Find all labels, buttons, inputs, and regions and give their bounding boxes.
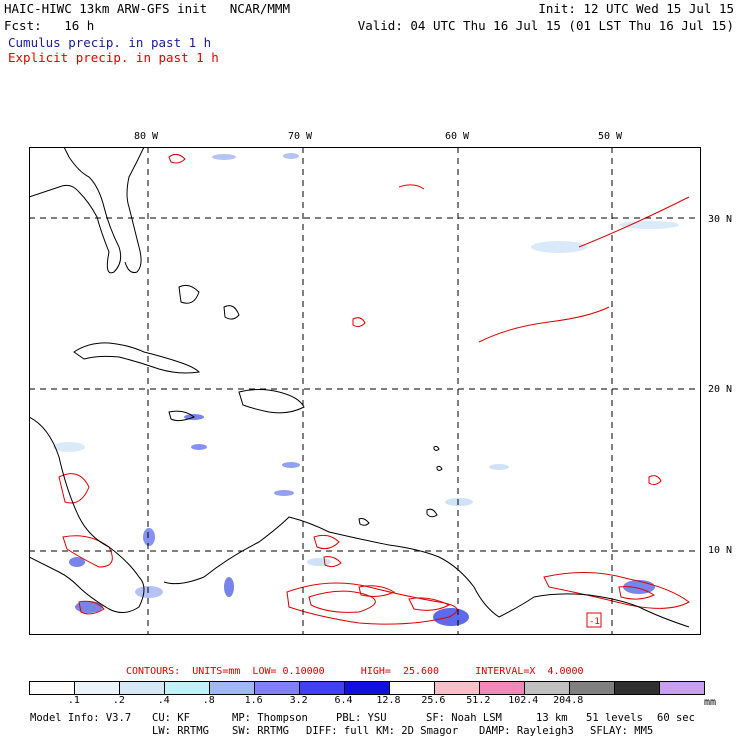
map-frame [29, 147, 701, 635]
legend-tick-label: 1.6 [244, 695, 263, 706]
legend-swatch [569, 682, 614, 694]
lat-label-20n: 20 N [708, 384, 733, 395]
legend-tick-label: 204.8 [553, 695, 584, 706]
legend-tick-label: 12.8 [376, 695, 401, 706]
footer-timestep: 60 sec [657, 712, 695, 724]
lon-label-70w: 70 W [288, 131, 313, 142]
legend-swatch [119, 682, 164, 694]
legend-tick-label: 102.4 [508, 695, 539, 706]
legend-tick-label: .1 [67, 695, 80, 706]
legend-swatch [659, 682, 704, 694]
contours-info: CONTOURS: UNITS=mm LOW= 0.10000 HIGH= 25… [126, 666, 584, 677]
footer-levels: 51 levels [586, 712, 643, 724]
legend-swatch [209, 682, 254, 694]
legend-swatch [30, 682, 74, 694]
legend-swatch [164, 682, 209, 694]
legend-tick-label: 51.2 [466, 695, 491, 706]
footer-sw: SW: RRTMG [232, 725, 289, 737]
legend-swatch [344, 682, 389, 694]
lat-label-30n: 30 N [708, 214, 733, 225]
legend-swatch [479, 682, 524, 694]
legend-tick-label: .2 [112, 695, 125, 706]
footer-lw: LW: RRTMG [152, 725, 209, 737]
footer-model-info: Model Info: V3.7 [30, 712, 132, 724]
footer-km: KM: 2D Smagor [376, 725, 459, 737]
legend-tick-label: 6.4 [334, 695, 353, 706]
legend-tick-label: .8 [202, 695, 215, 706]
footer-resolution: 13 km [536, 712, 568, 724]
legend-swatch [389, 682, 434, 694]
footer-sflay: SFLAY: MM5 [590, 725, 654, 737]
forecast-hour: Fcst: 16 h [4, 18, 95, 33]
legend-swatch [299, 682, 344, 694]
legend-swatch [74, 682, 119, 694]
cumulus-precip [53, 153, 679, 626]
lat-label-10n: 10 N [708, 545, 733, 556]
footer-diff: DIFF: full [306, 725, 370, 737]
legend-unit: mm [703, 697, 717, 708]
explicit-precip-contours [58, 153, 690, 625]
explicit-legend-label: Explicit precip. in past 1 h [8, 50, 219, 65]
legend-swatch [614, 682, 659, 694]
legend-tick-label: .4 [157, 695, 170, 706]
box-marker [586, 612, 602, 628]
title-left: HAIC-HIWC 13km ARW-GFS init NCAR/MMM [4, 1, 290, 16]
legend-swatch [254, 682, 299, 694]
init-time: Init: 12 UTC Wed 15 Jul 15 [538, 1, 734, 16]
lon-label-60w: 60 W [445, 131, 470, 142]
lon-label-50w: 50 W [598, 131, 623, 142]
coastlines [29, 147, 690, 628]
color-legend [29, 681, 705, 695]
legend-tick-label: 3.2 [289, 695, 308, 706]
box-marker-label: -1 [589, 617, 600, 627]
footer-pbl: PBL: YSU [336, 712, 387, 724]
footer-damp: DAMP: Rayleigh3 [479, 725, 574, 737]
lon-label-80w: 80 W [134, 131, 159, 142]
legend-swatch [524, 682, 569, 694]
footer-cu: CU: KF [152, 712, 190, 724]
cumulus-legend-label: Cumulus precip. in past 1 h [8, 35, 212, 50]
graticule [29, 147, 701, 635]
footer-sf: SF: Noah LSM [426, 712, 502, 724]
precip-map: -1 [29, 147, 701, 635]
footer-mp: MP: Thompson [232, 712, 308, 724]
valid-time: Valid: 04 UTC Thu 16 Jul 15 (01 LST Thu … [357, 18, 734, 33]
legend-swatch [434, 682, 479, 694]
legend-tick-label: 25.6 [421, 695, 446, 706]
